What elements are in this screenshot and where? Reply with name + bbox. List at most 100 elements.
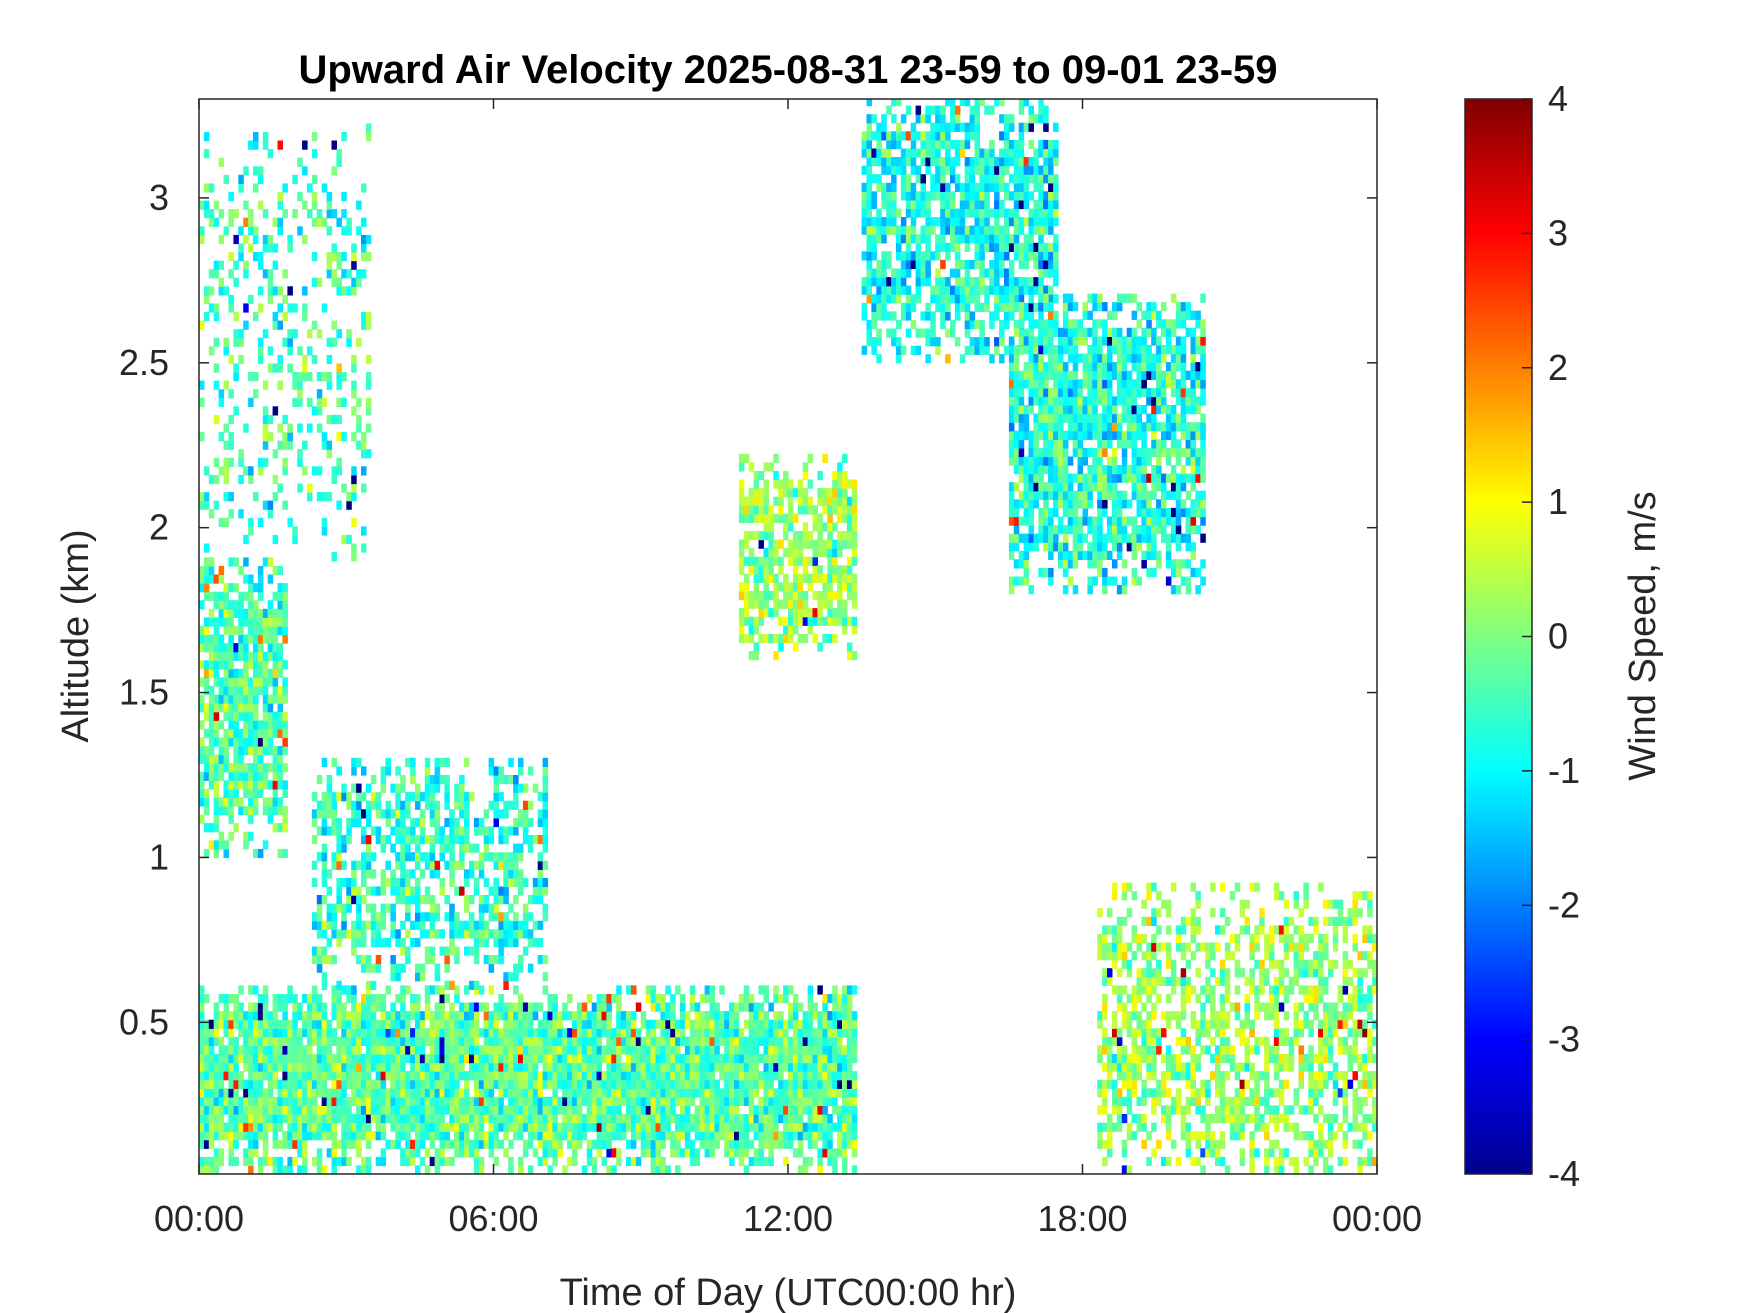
velocity-cell <box>743 1002 750 1012</box>
velocity-cell <box>483 877 490 888</box>
velocity-cell <box>812 1045 818 1055</box>
velocity-cell <box>925 251 931 261</box>
velocity-cell <box>645 1071 652 1081</box>
velocity-cell <box>434 903 441 913</box>
velocity-cell <box>253 372 259 382</box>
velocity-cell <box>935 251 941 261</box>
velocity-cell <box>493 1079 499 1089</box>
velocity-cell <box>454 1028 460 1038</box>
velocity-cell <box>356 783 362 793</box>
velocity-cell <box>218 694 225 704</box>
velocity-cell <box>262 457 269 467</box>
velocity-cell <box>915 328 922 338</box>
velocity-cell <box>783 1131 789 1141</box>
velocity-cell <box>282 1114 288 1124</box>
velocity-cell <box>596 1011 603 1021</box>
velocity-cell <box>788 1105 794 1115</box>
velocity-cell <box>773 1062 779 1072</box>
velocity-cell <box>321 1114 328 1124</box>
velocity-cell <box>287 234 293 245</box>
velocity-cell <box>370 1019 377 1029</box>
velocity-cell <box>233 625 239 636</box>
velocity-cell <box>464 1028 470 1038</box>
velocity-cell <box>473 860 480 870</box>
velocity-cell <box>321 217 328 227</box>
velocity-cell <box>218 234 225 245</box>
velocity-cell <box>714 1002 720 1012</box>
velocity-cell <box>792 1096 799 1106</box>
velocity-cell <box>886 165 892 175</box>
velocity-cell <box>199 1002 205 1012</box>
velocity-cell <box>581 1114 588 1124</box>
velocity-cell <box>788 1096 794 1106</box>
velocity-cell <box>302 1062 308 1072</box>
velocity-cell <box>748 1019 755 1029</box>
velocity-cell <box>1023 99 1030 107</box>
velocity-cell <box>851 1114 858 1124</box>
velocity-cell <box>797 1054 804 1064</box>
velocity-cell <box>680 1122 686 1132</box>
velocity-cell <box>203 209 210 219</box>
velocity-cell <box>243 651 249 661</box>
velocity-cell <box>243 320 249 330</box>
velocity-cell <box>851 548 858 558</box>
velocity-cell <box>817 1011 823 1021</box>
velocity-cell <box>763 591 769 601</box>
velocity-cell <box>395 1054 401 1064</box>
velocity-cell <box>346 817 352 828</box>
velocity-cell <box>675 1114 681 1124</box>
velocity-cell <box>689 1054 696 1064</box>
velocity-cell <box>336 1096 342 1106</box>
velocity-cell <box>341 132 347 142</box>
velocity-cell <box>498 1054 504 1064</box>
velocity-cell <box>272 286 279 296</box>
velocity-cell <box>591 1156 598 1167</box>
velocity-cell <box>390 912 396 922</box>
velocity-cell <box>449 1011 455 1021</box>
velocity-cell <box>248 617 254 627</box>
velocity-cell <box>989 268 995 278</box>
velocity-cell <box>954 294 961 304</box>
velocity-cell <box>331 1028 337 1038</box>
velocity-cell <box>213 694 220 704</box>
velocity-cell <box>233 1088 239 1098</box>
velocity-cell <box>223 492 229 502</box>
velocity-cell <box>925 148 931 158</box>
velocity-cell <box>842 565 848 575</box>
velocity-cell <box>753 531 760 541</box>
velocity-cell <box>346 1011 352 1021</box>
velocity-cell <box>846 1114 853 1124</box>
velocity-cell <box>704 1096 711 1106</box>
velocity-cell <box>984 182 990 192</box>
velocity-cell <box>498 920 504 930</box>
velocity-cell <box>817 608 823 618</box>
velocity-cell <box>508 1156 514 1167</box>
velocity-cell <box>253 252 259 262</box>
velocity-cell <box>459 1148 465 1158</box>
velocity-cell <box>684 1045 691 1055</box>
velocity-cell <box>1028 294 1034 304</box>
velocity-cell <box>630 1036 637 1046</box>
velocity-cell <box>248 1011 254 1021</box>
velocity-cell <box>223 600 229 610</box>
velocity-cell <box>753 1002 760 1012</box>
velocity-cell <box>331 466 337 476</box>
velocity-cell <box>959 285 966 295</box>
velocity-cell <box>464 1071 470 1081</box>
velocity-cell <box>665 1002 671 1012</box>
velocity-cell <box>896 277 902 287</box>
velocity-cell <box>262 1045 269 1055</box>
velocity-cell <box>199 1096 205 1106</box>
velocity-cell <box>591 1019 598 1029</box>
velocity-cell <box>1004 311 1010 321</box>
velocity-cell <box>837 1122 843 1132</box>
velocity-cell <box>365 1079 372 1089</box>
velocity-cell <box>454 1071 460 1081</box>
velocity-cell <box>336 1156 342 1167</box>
velocity-cell <box>410 1011 416 1021</box>
velocity-cell <box>282 440 288 450</box>
velocity-cell <box>243 720 249 730</box>
velocity-cell <box>395 766 401 776</box>
velocity-cell <box>248 1045 254 1055</box>
